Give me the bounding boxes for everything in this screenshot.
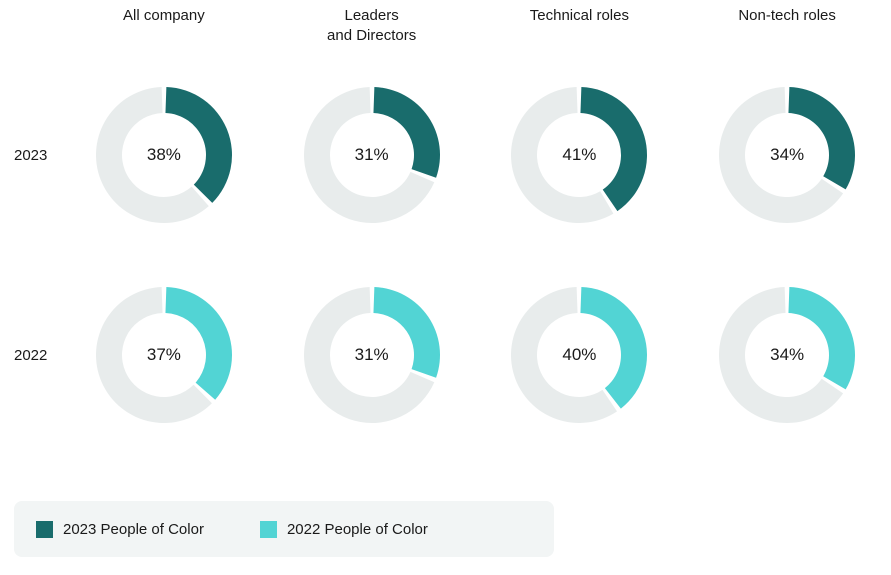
legend-swatch bbox=[260, 521, 277, 538]
donut-value: 31% bbox=[297, 80, 447, 230]
donut-grid: All company Leaders and Directors Technica… bbox=[0, 0, 891, 455]
donut-chart: 40% bbox=[504, 280, 654, 430]
donut-value: 38% bbox=[89, 80, 239, 230]
donut-value: 41% bbox=[504, 80, 654, 230]
donut-value: 37% bbox=[89, 280, 239, 430]
legend-label: 2022 People of Color bbox=[287, 521, 428, 538]
donut-value: 31% bbox=[297, 280, 447, 430]
donut-chart: 41% bbox=[504, 80, 654, 230]
legend-item: 2022 People of Color bbox=[260, 521, 428, 538]
legend: 2023 People of Color 2022 People of Color bbox=[14, 501, 554, 557]
donut-chart: 34% bbox=[712, 80, 862, 230]
row-label: 2023 bbox=[0, 147, 47, 164]
row-label: 2022 bbox=[0, 347, 47, 364]
column-header: All company bbox=[123, 0, 205, 26]
donut-value: 34% bbox=[712, 280, 862, 430]
donut-value: 40% bbox=[504, 280, 654, 430]
donut-value: 34% bbox=[712, 80, 862, 230]
legend-label: 2023 People of Color bbox=[63, 521, 204, 538]
column-header: Technical roles bbox=[530, 0, 629, 26]
donut-chart: 31% bbox=[297, 280, 447, 430]
legend-item: 2023 People of Color bbox=[36, 521, 204, 538]
donut-chart: 34% bbox=[712, 280, 862, 430]
donut-chart: 37% bbox=[89, 280, 239, 430]
donut-chart: 31% bbox=[297, 80, 447, 230]
column-header: Non-tech roles bbox=[738, 0, 836, 26]
legend-swatch bbox=[36, 521, 53, 538]
donut-chart: 38% bbox=[89, 80, 239, 230]
column-header: Leaders and Directors bbox=[327, 0, 416, 45]
